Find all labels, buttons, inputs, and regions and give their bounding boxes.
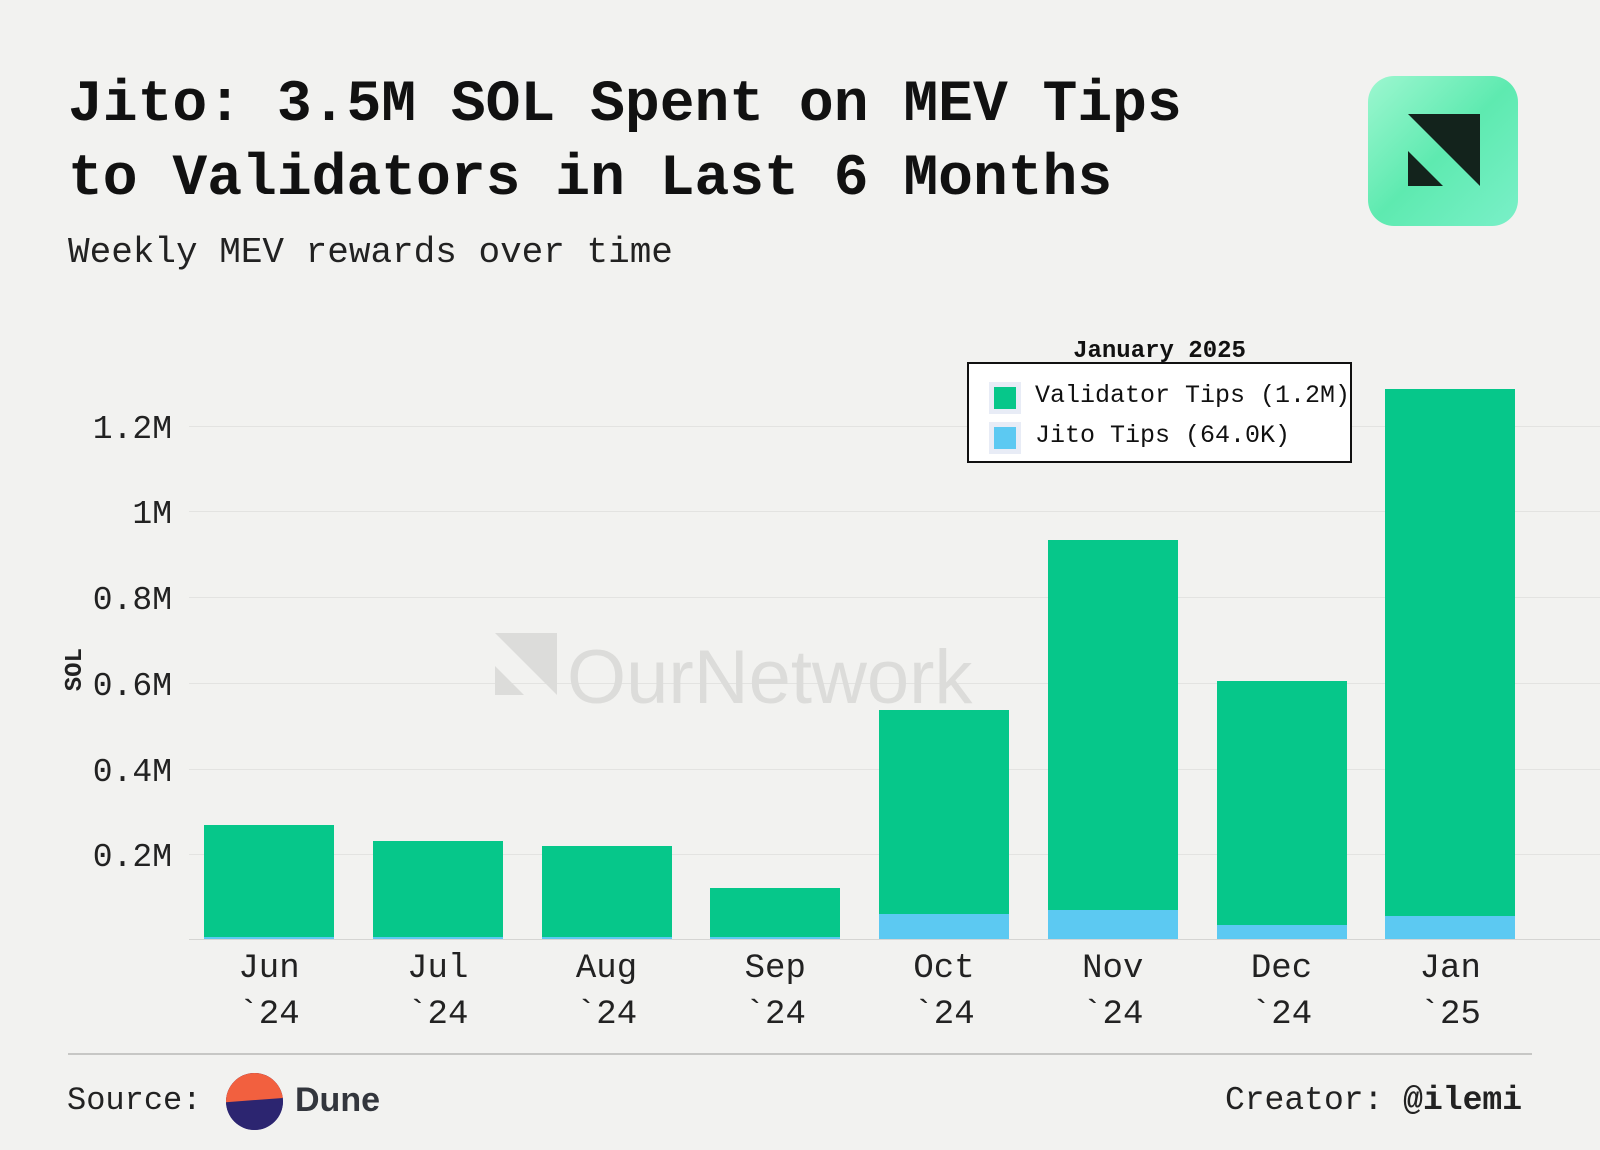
svg-text:OurNetwork: OurNetwork <box>567 635 973 720</box>
